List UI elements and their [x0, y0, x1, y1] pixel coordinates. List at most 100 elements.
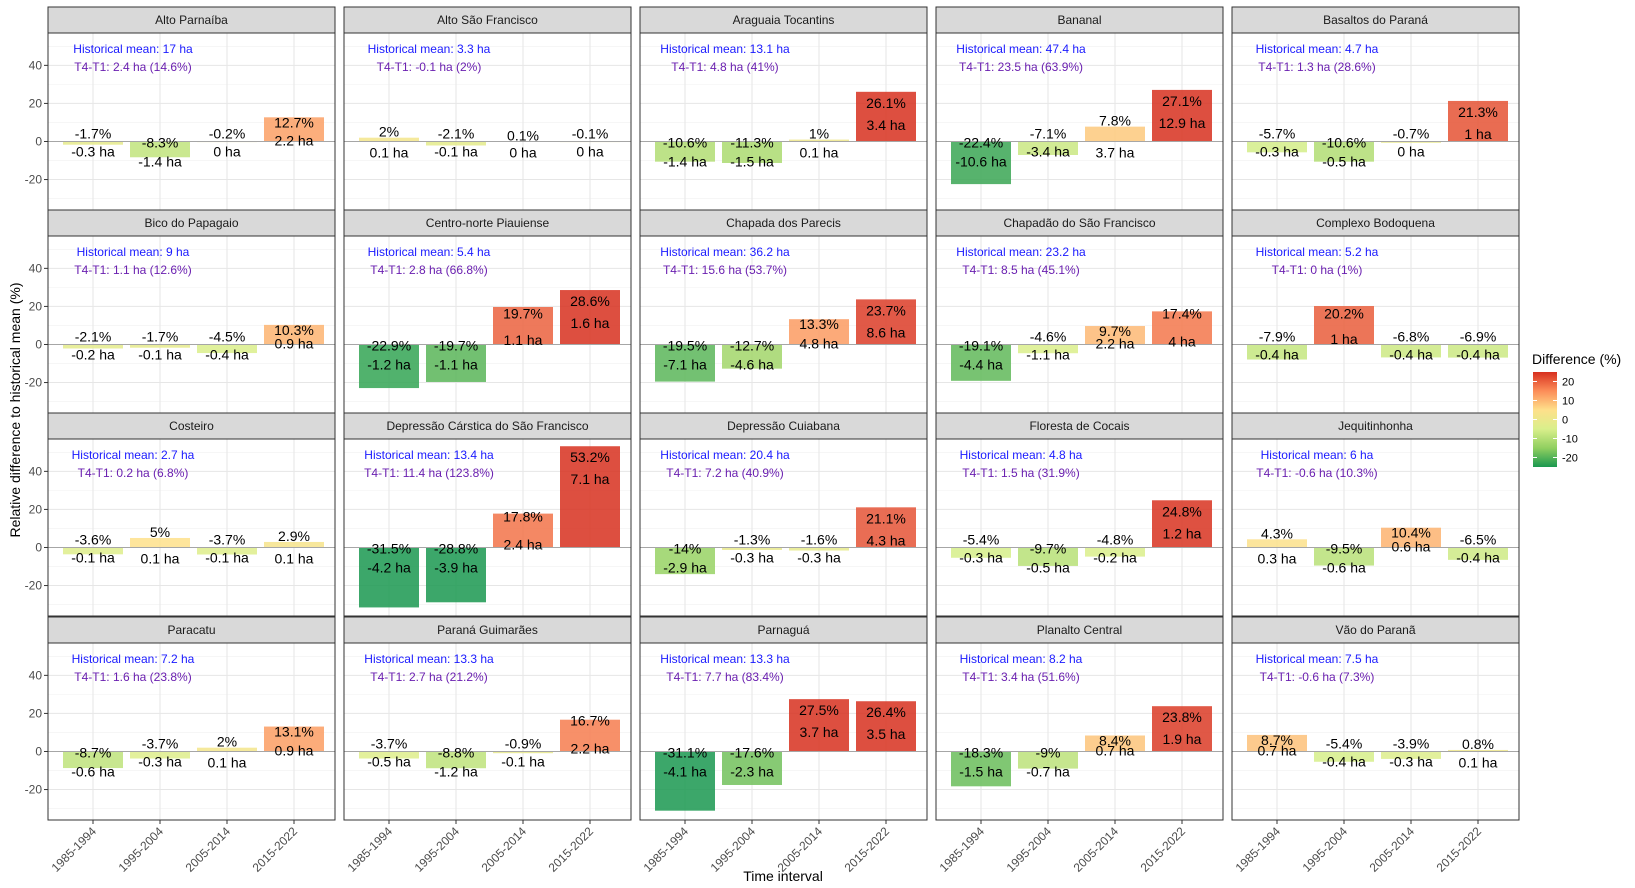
x-tick-label: 1985-1994 — [345, 824, 396, 875]
bar-label-hectares: 2.2 ha — [571, 740, 610, 756]
bar-label-hectares: -10.6 ha — [955, 153, 1007, 169]
bar-label-hectares: 4 ha — [1168, 333, 1195, 349]
bar-label-percent: -6.9% — [1460, 328, 1497, 344]
bar — [426, 344, 486, 382]
bar-label-hectares: 0.1 ha — [275, 550, 314, 566]
bar — [493, 306, 553, 345]
bar-label-percent: 23.7% — [866, 302, 906, 318]
facet-strip — [47, 412, 336, 440]
t4-t1-label: T4-T1: 2.4 ha (14.6%) — [74, 60, 191, 74]
bar — [1085, 126, 1145, 142]
bar-label-hectares: 3.5 ha — [867, 726, 906, 742]
bar — [722, 751, 782, 785]
panel-border — [1231, 642, 1520, 821]
bar-label-percent: -22.4% — [959, 134, 1003, 150]
bar-label-percent: 10.4% — [1391, 525, 1431, 541]
bar — [130, 751, 190, 759]
bar-label-hectares: 0.6 ha — [1392, 538, 1431, 554]
bar-label-percent: 9.7% — [1099, 323, 1131, 339]
bar-label-percent: -0.7% — [1393, 125, 1430, 141]
plot-background — [1232, 236, 1519, 413]
bar-label-hectares: 0 ha — [509, 144, 536, 160]
historical-mean-label: Historical mean: 47.4 ha — [956, 42, 1086, 56]
historical-mean-label: Historical mean: 13.1 ha — [660, 42, 790, 56]
facet-panel: Chapadão do São Francisco -19.1% -4.4 ha -4… — [935, 209, 1224, 414]
facet-title: Centro-norte Piauiense — [426, 216, 550, 230]
t4-t1-label: T4-T1: 1.6 ha (23.8%) — [74, 670, 191, 684]
facet-panels: Alto Parnaíba -1.7% -0.3 ha -8.3% -1.4 ha -0.… — [47, 6, 1520, 821]
bar-label-percent: -28.8% — [434, 540, 478, 556]
bar-label-percent: -11.3% — [730, 134, 773, 150]
bar-label-hectares: 0 ha — [576, 143, 603, 159]
legend-tick-label: 10 — [1562, 396, 1574, 408]
bar-label-hectares: 4.8 ha — [800, 335, 839, 351]
bar-label-hectares: 2.4 ha — [504, 536, 543, 552]
bar — [1314, 547, 1374, 566]
bar-label-percent: -4.6% — [1030, 328, 1067, 344]
facet-panel: Vão do Paranã 8.7%0.7 ha -5.4% -0.4 ha -3.9%… — [1231, 616, 1520, 821]
t4-t1-label: T4-T1: -0.1 ha (2%) — [377, 60, 482, 74]
facet-panel: Basaltos do Paraná -5.7% -0.3 ha -10.6% -0.5… — [1231, 6, 1520, 211]
bar-label-percent: -9.7% — [1030, 540, 1067, 556]
bar-label-hectares: 0.9 ha — [275, 335, 314, 351]
bar-label-hectares: -2.9 ha — [663, 559, 707, 575]
facet-panel: Costeiro -3.6% -0.1 ha 5% 0.1 ha -3.7% -0.1 ha… — [47, 412, 336, 617]
y-tick-label: -20 — [25, 173, 43, 187]
bar — [1152, 500, 1212, 548]
bar-label-percent: 17.8% — [503, 508, 543, 524]
bar-label-percent: -5.7% — [1259, 125, 1296, 141]
bar-label-hectares: -1.5 ha — [959, 763, 1003, 779]
x-tick-label: 2005-2014 — [1367, 824, 1418, 875]
bar — [1314, 751, 1374, 762]
bar-label-hectares: -1.2 ha — [367, 356, 411, 372]
historical-mean-label: Historical mean: 4.7 ha — [1256, 42, 1379, 56]
bar-label-percent: -31.1% — [663, 744, 707, 760]
bar — [1247, 141, 1307, 153]
bar-label-hectares: -0.4 ha — [1456, 549, 1500, 565]
bar-label-hectares: -0.1 ha — [205, 549, 249, 565]
bar-label-percent: -17.6% — [730, 744, 774, 760]
x-tick-label: 1995-2004 — [412, 824, 463, 875]
facet-strip — [1231, 6, 1520, 34]
bar-label-percent: 10.3% — [274, 322, 314, 338]
bar — [493, 751, 553, 754]
bar-label-hectares: -3.9 ha — [434, 559, 478, 575]
bar-label-hectares: -0.3 ha — [730, 549, 774, 565]
bar-label-hectares: -0.2 ha — [1093, 549, 1137, 565]
facet-title: Paraná Guimarães — [437, 623, 538, 637]
bar-label-percent: 28.6% — [570, 293, 610, 309]
bar — [63, 141, 123, 145]
bar-label-percent: -10.6% — [663, 134, 707, 150]
bar-label-hectares: -1.5 ha — [730, 153, 774, 169]
bar-label-percent: -8.8% — [438, 744, 475, 760]
bar-label-percent: -1.6% — [801, 531, 838, 547]
bar — [951, 547, 1011, 558]
historical-mean-label: Historical mean: 23.2 ha — [956, 245, 1086, 259]
bar-label-percent: 12.7% — [274, 114, 314, 130]
bar — [359, 751, 419, 759]
t4-t1-label: T4-T1: 23.5 ha (63.9%) — [959, 60, 1083, 74]
bar-label-hectares: -0.5 ha — [1322, 153, 1366, 169]
y-tick-label: 20 — [29, 706, 43, 720]
facet-strip — [47, 6, 336, 34]
facet-strip — [639, 209, 928, 237]
bar-label-percent: -19.7% — [434, 337, 478, 353]
y-tick-label: 0 — [35, 134, 42, 148]
bar-label-percent: -9% — [1036, 744, 1061, 760]
bar-label-percent: -0.2% — [209, 125, 246, 141]
bar-label-hectares: 3.7 ha — [800, 724, 839, 740]
t4-t1-label: T4-T1: 3.4 ha (51.6%) — [962, 670, 1079, 684]
bar-label-hectares: -0.3 ha — [959, 549, 1003, 565]
bar-label-hectares: -0.4 ha — [205, 346, 249, 362]
bar-label-hectares: 2.2 ha — [1096, 335, 1135, 351]
y-tick-label: 0 — [35, 337, 42, 351]
bar-label-hectares: -0.2 ha — [71, 346, 115, 362]
plot-background — [48, 236, 335, 413]
historical-mean-label: Historical mean: 13.3 ha — [364, 652, 494, 666]
bar — [789, 319, 849, 345]
bar — [722, 141, 782, 163]
facet-panel: Bananal -22.4% -10.6 ha -7.1% -3.4 ha 7.8% 3.7… — [935, 6, 1224, 211]
bar — [197, 747, 257, 752]
legend-tick-label: 20 — [1562, 377, 1574, 389]
bar — [197, 547, 257, 555]
